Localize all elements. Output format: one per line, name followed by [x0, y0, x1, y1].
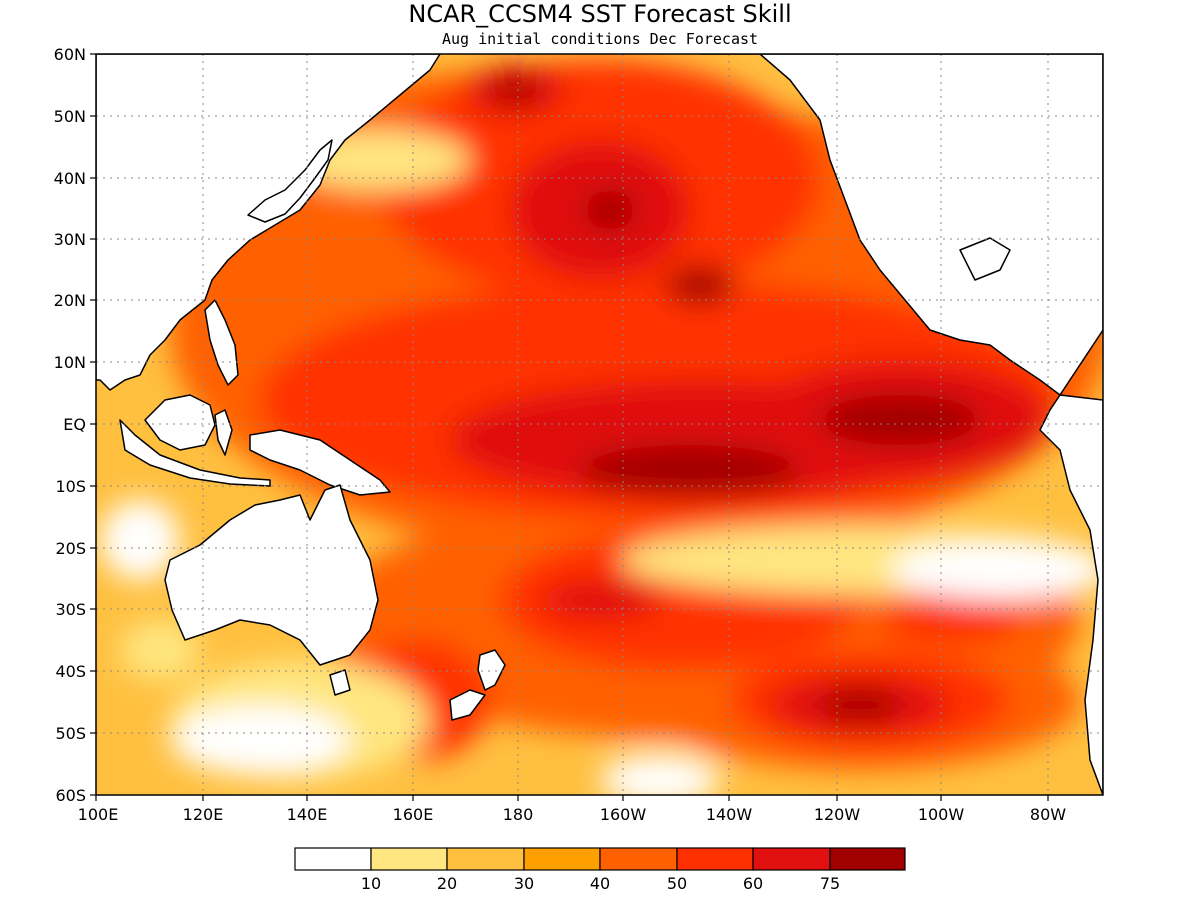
lat-tick-label: 20N	[54, 291, 86, 310]
map-title: NCAR_CCSM4 SST Forecast Skill	[408, 0, 791, 28]
lon-tick-label: 100E	[78, 805, 119, 824]
lon-tick-label: 100W	[918, 805, 965, 824]
new-guinea	[249, 429, 391, 496]
colorbar-swatch-1	[370, 847, 448, 871]
japan	[247, 139, 333, 223]
tick-marks	[90, 53, 1049, 801]
lat-tick-label: 40S	[55, 662, 86, 681]
colorbar-swatch-4	[599, 847, 678, 871]
lat-tick-label: 60N	[54, 45, 86, 64]
north-america-coast	[699, 54, 1103, 396]
colorbar-swatch-5	[676, 847, 754, 871]
colorbar-label: 40	[590, 874, 610, 893]
philippines	[204, 299, 239, 386]
colorbar-label: 10	[361, 874, 381, 893]
land-masses	[96, 54, 1103, 795]
colorbar-label: 50	[667, 874, 687, 893]
colorbar-swatch-3	[523, 847, 601, 871]
lat-tick-label: EQ	[63, 415, 86, 434]
lon-tick-label: 140E	[287, 805, 328, 824]
longitude-labels: 100E 120E 140E 160E 180 160W 140W 120W 1…	[78, 805, 1067, 824]
lon-tick-label: 160W	[600, 805, 647, 824]
south-america-coast	[1039, 394, 1103, 795]
lon-tick-label: 120E	[183, 805, 224, 824]
latitude-labels: 60N 50N 40N 30N 20N 10N EQ 10S 20S 30S 4…	[54, 45, 86, 805]
asia-coast	[96, 54, 441, 391]
colorbar-label: 75	[820, 874, 840, 893]
lon-tick-label: 140W	[706, 805, 753, 824]
lon-tick-label: 180	[503, 805, 534, 824]
colorbar-swatch-2	[446, 847, 525, 871]
map-subtitle: Aug initial conditions Dec Forecast	[442, 30, 758, 48]
sulawesi	[214, 409, 233, 456]
borneo	[144, 394, 216, 451]
lat-tick-label: 50N	[54, 107, 86, 126]
australia	[164, 484, 379, 666]
lat-tick-label: 40N	[54, 169, 86, 188]
skill-field	[96, 54, 1103, 795]
new-zealand-south	[449, 689, 486, 721]
colorbar-label: 60	[743, 874, 763, 893]
lat-tick-label: 30N	[54, 230, 86, 249]
lon-tick-label: 160E	[393, 805, 434, 824]
lat-tick-label: 20S	[55, 539, 86, 558]
colorbar-swatch-6	[752, 847, 831, 871]
colorbar-label: 20	[437, 874, 457, 893]
caribbean	[959, 237, 1011, 281]
lat-tick-label: 10N	[54, 353, 86, 372]
lat-tick-label: 50S	[55, 724, 86, 743]
lat-tick-label: 10S	[55, 477, 86, 496]
lat-tick-label: 60S	[55, 786, 86, 805]
colorbar-swatch-7	[829, 847, 906, 871]
lat-tick-label: 30S	[55, 600, 86, 619]
tasmania	[329, 669, 351, 696]
colorbar-swatch-0	[294, 847, 372, 871]
colorbar-label: 30	[514, 874, 534, 893]
gridlines	[96, 54, 1103, 795]
colorbar: 10 20 30 40 50 60 75	[294, 847, 906, 893]
lon-tick-label: 120W	[814, 805, 861, 824]
lon-tick-label: 80W	[1030, 805, 1066, 824]
new-zealand-north	[477, 649, 506, 691]
sumatra-java	[119, 419, 271, 487]
